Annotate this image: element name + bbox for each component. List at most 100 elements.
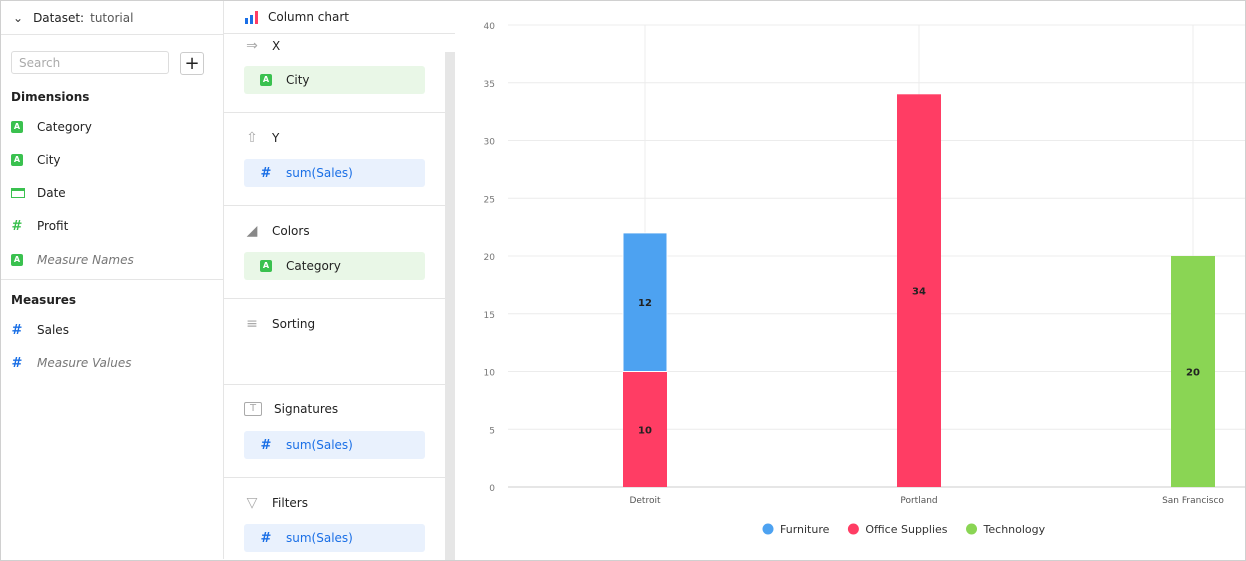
string-icon: A — [260, 260, 272, 272]
slot-signatures-field[interactable]: # sum(Sales) — [244, 431, 425, 459]
y-tick-label: 5 — [489, 426, 495, 436]
search-input[interactable]: Search — [11, 51, 169, 74]
field-profit[interactable]: # Profit — [11, 216, 69, 236]
dimensions-title: Dimensions — [11, 90, 90, 104]
data-label: 10 — [638, 425, 652, 436]
visualization-selector[interactable]: Column chart — [224, 1, 455, 34]
divider — [224, 298, 445, 299]
legend-marker — [762, 523, 774, 535]
string-icon: A — [11, 254, 23, 266]
number-icon: # — [11, 322, 23, 338]
slot-colors-field[interactable]: A Category — [244, 252, 425, 280]
y-tick-label: 0 — [489, 484, 495, 494]
number-icon: # — [260, 437, 272, 453]
slot-y: ⇧ Y — [244, 130, 279, 146]
text-icon: T — [244, 402, 262, 416]
y-tick-label: 30 — [484, 138, 496, 148]
field-label: Category — [37, 120, 92, 134]
dataset-name[interactable]: tutorial — [90, 10, 134, 25]
field-label: sum(Sales) — [286, 438, 353, 452]
arrow-right-icon: ⇒ — [246, 38, 258, 54]
y-tick-label: 25 — [484, 195, 495, 205]
number-icon: # — [11, 355, 23, 371]
filter-icon: ▽ — [246, 495, 258, 511]
number-icon: # — [260, 530, 272, 546]
divider — [224, 205, 445, 206]
string-icon: A — [11, 154, 23, 166]
slot-filters: ▽ Filters — [244, 495, 308, 511]
field-label: sum(Sales) — [286, 531, 353, 545]
legend-item: Furniture — [780, 523, 830, 536]
slot-title: Sorting — [272, 317, 316, 331]
slot-title: Signatures — [274, 402, 339, 416]
dataset-label: Dataset: — [33, 10, 85, 25]
slot-title: Filters — [272, 496, 308, 510]
y-tick-label: 20 — [484, 253, 496, 263]
add-field-button[interactable]: + — [180, 52, 204, 75]
bar — [1171, 256, 1215, 487]
slot-filters-field[interactable]: # sum(Sales) — [244, 524, 425, 552]
field-sales[interactable]: # Sales — [11, 320, 69, 340]
data-label: 34 — [912, 287, 926, 298]
number-icon: # — [260, 165, 272, 181]
slot-signatures: T Signatures — [244, 402, 338, 416]
slot-title: Colors — [272, 224, 310, 238]
legend-marker — [847, 523, 859, 535]
scrollbar[interactable] — [445, 52, 455, 560]
x-tick-label: San Francisco — [1162, 496, 1224, 506]
sort-icon: ≡ — [246, 316, 258, 332]
legend-item: Office Supplies — [865, 523, 947, 536]
slot-y-field[interactable]: # sum(Sales) — [244, 159, 425, 187]
column-chart: 0 5 10 15 20 25 30 35 40 Detroit 10 12 Portland 34 San… — [484, 22, 1245, 536]
field-label: Category — [286, 259, 341, 273]
string-icon: A — [260, 74, 272, 86]
column-chart-icon — [245, 11, 258, 24]
bar — [623, 371, 667, 487]
divider — [224, 477, 445, 478]
field-label: City — [286, 73, 310, 87]
legend-marker — [966, 523, 978, 535]
bar — [897, 94, 941, 488]
paint-bucket-icon: ◢ — [246, 223, 258, 239]
y-tick-label: 15 — [484, 311, 495, 321]
chevron-down-icon[interactable]: ⌄ — [13, 10, 24, 25]
y-tick-label: 10 — [484, 369, 496, 379]
data-label: 20 — [1186, 368, 1200, 379]
x-tick-label: Detroit — [629, 496, 661, 506]
y-tick-label: 40 — [484, 22, 496, 32]
visualization-type: Column chart — [268, 10, 349, 24]
y-tick-label: 35 — [484, 80, 495, 90]
field-label: City — [37, 153, 61, 167]
calendar-icon — [11, 188, 25, 198]
bar — [622, 232, 668, 372]
field-date[interactable]: Date — [11, 183, 66, 203]
measures-title: Measures — [11, 293, 77, 307]
dataset-panel: ⌄ Dataset: tutorial Search + Dimensions … — [1, 1, 224, 559]
arrow-up-icon: ⇧ — [246, 130, 258, 146]
divider — [224, 112, 445, 113]
string-icon: A — [11, 121, 23, 133]
field-city[interactable]: A City — [11, 150, 61, 170]
data-label: 12 — [638, 298, 652, 309]
divider — [224, 384, 445, 385]
dataset-header[interactable]: ⌄ Dataset: tutorial — [1, 1, 223, 35]
number-icon: # — [11, 218, 23, 234]
slot-x: ⇒ X — [244, 38, 280, 54]
field-label: Measure Names — [37, 253, 134, 267]
field-category[interactable]: A Category — [11, 117, 92, 137]
field-label: Date — [37, 186, 66, 200]
slot-title: Y — [272, 131, 280, 145]
field-measure-names[interactable]: A Measure Names — [11, 250, 134, 270]
slot-colors: ◢ Colors — [244, 223, 310, 239]
slot-x-field[interactable]: A City — [244, 66, 425, 94]
field-measure-values[interactable]: # Measure Values — [11, 353, 132, 373]
field-label: sum(Sales) — [286, 166, 353, 180]
legend-item: Technology — [983, 523, 1046, 536]
slot-sorting[interactable]: ≡ Sorting — [244, 316, 315, 332]
slot-title: X — [272, 39, 281, 53]
divider — [1, 279, 223, 280]
field-label: Measure Values — [37, 356, 132, 370]
wizard-panel: Column chart ⇒ X A City ⇧ Y # sum(Sales) ◢ Co… — [224, 1, 455, 559]
field-label: Sales — [37, 323, 69, 337]
x-tick-label: Portland — [900, 496, 937, 506]
